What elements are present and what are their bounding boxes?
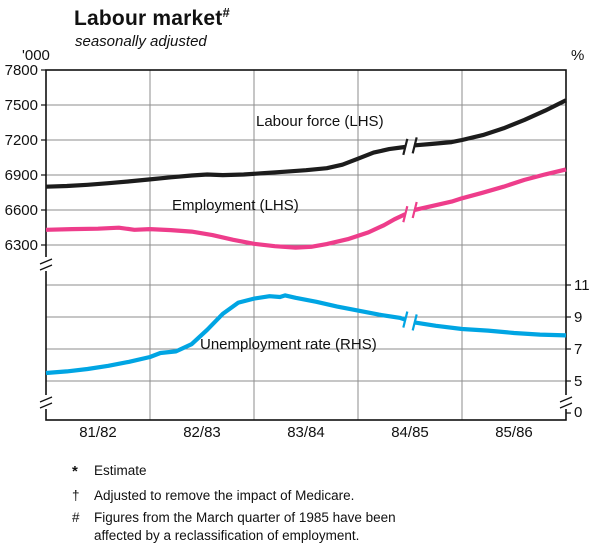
right-axis-tick-label: 7 xyxy=(574,341,582,358)
footnote-text: Adjusted to remove the impact of Medicar… xyxy=(94,487,355,503)
x-axis-label: 81/82 xyxy=(79,424,117,441)
right-axis-break-mark xyxy=(559,396,573,403)
left-axis-tick-label: 6300 xyxy=(5,237,38,254)
left-axis-tick-label: 7500 xyxy=(5,97,38,114)
left-axis-break-mark xyxy=(39,264,53,271)
x-axis-label: 82/83 xyxy=(183,424,221,441)
series-break-mark xyxy=(411,137,418,154)
series-line xyxy=(413,320,567,338)
left-axis-tick-label: 7200 xyxy=(5,132,38,149)
left-axis-bottom-break-mark xyxy=(39,396,53,403)
footnote-marker-dagger: † xyxy=(72,487,80,503)
series-line xyxy=(413,167,567,212)
left-axis-tick-label: 6900 xyxy=(5,167,38,184)
footnote-text: Figures from the March quarter of 1985 h… xyxy=(94,510,396,543)
right-axis-break-mark xyxy=(559,402,573,409)
series-line xyxy=(45,144,407,189)
labour-force-series-label: Labour force (LHS) xyxy=(256,113,384,130)
x-axis-label: 84/85 xyxy=(391,424,429,441)
page-title: Labour market# xyxy=(74,5,230,31)
right-axis-tick-label: 5 xyxy=(574,373,582,390)
series-break-mark xyxy=(402,205,409,223)
footnote-marker-asterisk: * xyxy=(72,463,78,480)
series-line xyxy=(413,98,567,148)
chart-subtitle: seasonally adjusted xyxy=(75,33,207,50)
right-axis-tick-label: 9 xyxy=(574,309,582,326)
series-line xyxy=(45,293,406,376)
labour-market-chart: 7800 7500 7200 6900 6600 6300 11 9 7 5 0 81/82 82/83… xyxy=(5,62,590,441)
unemployment-rate-series-label: Unemployment rate (RHS) xyxy=(200,336,377,353)
footnote-marker-hash: # xyxy=(72,510,80,526)
right-axis-break-mark-gap xyxy=(561,395,571,409)
footnote-medicare: † Adjusted to remove the impact of Medic… xyxy=(72,487,552,505)
x-axis-label: 83/84 xyxy=(287,424,325,441)
series-break-mark xyxy=(402,138,409,156)
series-break-mark xyxy=(402,311,409,328)
series-line xyxy=(45,212,407,250)
left-axis-bottom-break-mark-gap xyxy=(41,395,51,409)
footnotes: * Estimate † Adjusted to remove the impa… xyxy=(72,462,552,549)
employment-series-label: Employment (LHS) xyxy=(172,197,299,214)
right-axis-unit-label: % xyxy=(571,47,585,64)
title-footnote-marker: # xyxy=(222,5,230,20)
left-axis-unit-label: '000 xyxy=(22,47,50,64)
right-axis-zero-label: 0 xyxy=(574,404,582,421)
series-break-mark xyxy=(411,314,418,331)
series-break-mark xyxy=(411,201,418,219)
left-axis-break-mark xyxy=(39,258,53,265)
title-text: Labour market xyxy=(74,7,223,30)
footnote-reclassification: # Figures from the March quarter of 1985… xyxy=(72,509,552,544)
left-axis-break-mark-gap xyxy=(41,257,51,271)
left-axis-bottom-break-mark xyxy=(39,402,53,409)
right-axis-tick-label: 11 xyxy=(574,277,590,294)
footnote-estimate: * Estimate xyxy=(72,462,552,482)
x-axis-label: 85/86 xyxy=(495,424,533,441)
left-axis-tick-label: 6600 xyxy=(5,202,38,219)
footnote-text: Estimate xyxy=(94,463,147,478)
left-axis-tick-label: 7800 xyxy=(5,62,38,79)
